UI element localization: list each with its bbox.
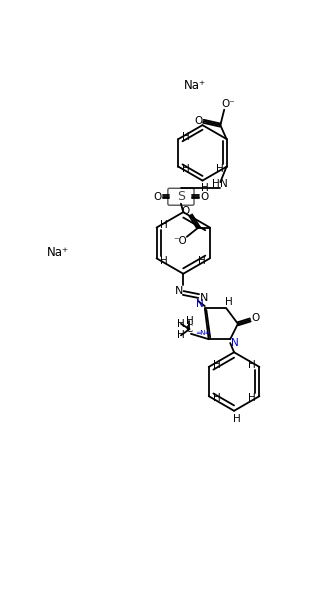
Text: ⁻O: ⁻O [173, 236, 187, 245]
Text: H: H [216, 164, 224, 174]
Text: O: O [252, 313, 260, 323]
Text: H: H [177, 319, 185, 329]
Text: Na⁺: Na⁺ [47, 247, 69, 259]
Text: H: H [160, 256, 168, 266]
Text: N: N [220, 179, 228, 190]
Text: H: H [160, 220, 168, 230]
Text: H: H [177, 331, 185, 340]
Text: H: H [248, 359, 256, 370]
Text: C: C [186, 324, 193, 334]
Text: N: N [231, 338, 239, 348]
Text: H: H [212, 359, 220, 370]
Text: O: O [200, 192, 208, 202]
Text: H: H [182, 164, 190, 174]
Text: N: N [200, 293, 208, 304]
Text: O⁻: O⁻ [221, 100, 235, 109]
Text: H: H [225, 297, 233, 307]
Text: H: H [201, 183, 209, 193]
Text: N: N [196, 299, 204, 309]
Text: N: N [174, 286, 183, 296]
Text: H: H [182, 131, 190, 142]
FancyBboxPatch shape [168, 188, 194, 205]
Text: H: H [186, 316, 193, 326]
Text: H: H [248, 394, 256, 403]
Text: O: O [181, 206, 189, 217]
Text: S: S [177, 190, 185, 203]
Text: H: H [212, 179, 220, 190]
Text: ═N═: ═N═ [196, 330, 209, 336]
Text: Na⁺: Na⁺ [184, 79, 206, 92]
Text: O: O [154, 192, 162, 202]
Text: H: H [198, 256, 206, 266]
Text: O: O [194, 116, 202, 126]
Text: H: H [233, 413, 240, 424]
Text: H: H [212, 394, 220, 403]
